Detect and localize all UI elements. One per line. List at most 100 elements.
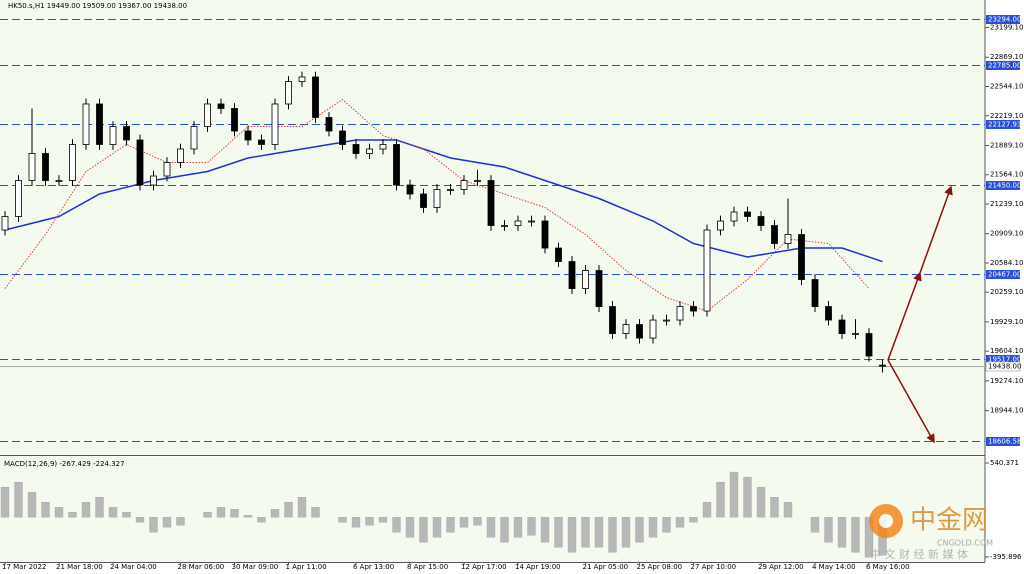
candle-body (55, 180, 63, 182)
watermark-logo: 中金网 (910, 506, 988, 536)
candle-body (109, 126, 117, 145)
candle-body (123, 126, 130, 141)
level-label: 23294.00 (988, 16, 1021, 24)
candle-body (244, 130, 252, 141)
y-tick-label: 540.371 (990, 459, 1019, 467)
macd-bar (608, 517, 617, 553)
macd-bar (702, 502, 712, 518)
candle-body (555, 247, 562, 262)
macd-bar (594, 517, 604, 548)
candle-body (325, 117, 333, 132)
candle-body (433, 189, 441, 208)
x-tick-label: 4 May 14:00 (812, 563, 856, 571)
level-label-bg (986, 270, 1020, 279)
macd-bar (689, 517, 698, 523)
candle-body (258, 139, 265, 145)
macd-bar (68, 512, 77, 518)
macd-bar (230, 509, 239, 518)
candle-body (69, 144, 76, 181)
current-price-bg (985, 361, 1021, 372)
macd-bar (540, 517, 550, 543)
macd-bar (635, 517, 644, 543)
y-tick-label: 21889.10 (990, 141, 1023, 149)
y-tick-label: 19274.10 (990, 377, 1023, 385)
candle-body (865, 333, 873, 357)
macd-bar (81, 502, 91, 518)
y-tick-label: 19604.10 (990, 347, 1023, 355)
candle-body (298, 76, 306, 82)
macd-bar (0, 486, 10, 518)
y-tick-label: 21564.10 (990, 171, 1023, 179)
macd-bar (243, 515, 253, 518)
candle-body (771, 225, 778, 244)
candle-body (852, 333, 859, 335)
macd-bar (257, 517, 266, 523)
candle-body (28, 153, 36, 181)
candle-body (217, 103, 225, 109)
candle-body (231, 108, 238, 132)
level-label-bg (986, 181, 1020, 190)
x-tick-label: 17 Mar 2022 (2, 563, 46, 571)
candle-body (285, 81, 292, 105)
x-tick-label: 6 May 16:00 (866, 563, 910, 571)
candle-body (1, 216, 9, 231)
macd-bar (756, 486, 766, 518)
macd-bar (581, 517, 590, 548)
macd-bar (203, 512, 212, 518)
logo-icon (879, 514, 893, 528)
macd-bar (392, 517, 401, 533)
candle-body (474, 180, 481, 182)
level-label: 18606.58 (988, 438, 1021, 446)
current-price-label: 19438.00 (988, 363, 1021, 371)
macd-bar (27, 491, 37, 518)
candle-body (541, 220, 549, 249)
arrow (887, 271, 922, 361)
candle-body (528, 220, 535, 223)
macd-bar (824, 517, 833, 543)
x-tick-label: 21 Mar 18:00 (56, 563, 103, 571)
x-tick-label: 21 Apr 05:00 (583, 563, 629, 571)
candle-body (717, 220, 724, 231)
macd-bar (351, 517, 361, 528)
candle-body (811, 279, 819, 307)
level-label: 22785.00 (988, 62, 1021, 70)
macd-bar (378, 517, 388, 523)
candle-body (163, 162, 171, 177)
chart-title: HK50.s,H1 19449.00 19509.00 19367.00 194… (8, 2, 187, 10)
candle-body (204, 103, 211, 127)
candle-body (339, 130, 346, 145)
macd-bar (729, 471, 739, 518)
y-tick-label: -395.896 (990, 553, 1022, 561)
candle-body (460, 180, 468, 190)
x-tick-label: 6 Apr 13:00 (353, 563, 394, 571)
candle-body (501, 225, 508, 227)
candle-body (271, 103, 279, 145)
x-tick-label: 8 Apr 15:00 (407, 563, 448, 571)
price-panel (0, 0, 985, 455)
candle-body (690, 306, 697, 312)
macd-bar (311, 507, 320, 518)
candle-body (784, 234, 792, 244)
macd-bar (648, 517, 658, 538)
macd-bar (473, 517, 482, 526)
watermark: 中金网 CNGOLD.COM 中 文 财 经 新 媒 体 (869, 504, 993, 561)
y-tick-label: 23199.10 (990, 24, 1023, 32)
y-tick-label: 22544.10 (990, 83, 1023, 91)
macd-bar (162, 517, 172, 528)
macd-bar (621, 517, 631, 548)
macd-bar (176, 517, 185, 526)
macd-bar (297, 497, 307, 518)
candle-body (379, 144, 387, 150)
candle-body (636, 324, 643, 339)
arrow (887, 359, 935, 444)
macd-bar (14, 481, 23, 518)
candle-body (703, 229, 711, 312)
macd-title: MACD(12,26,9) -267.429 -224.327 (4, 460, 125, 468)
macd-bar (554, 517, 563, 548)
candle-body (366, 148, 373, 154)
x-tick-label: 25 Apr 08:00 (637, 563, 683, 571)
candle-body (420, 193, 427, 208)
y-tick-label: 20259.10 (990, 288, 1023, 296)
level-label: 21450.00 (988, 182, 1021, 190)
candle-body (879, 364, 886, 367)
